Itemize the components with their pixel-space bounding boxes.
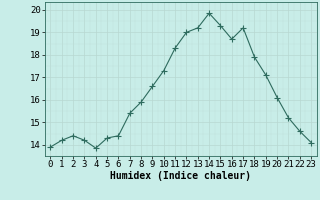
X-axis label: Humidex (Indice chaleur): Humidex (Indice chaleur): [110, 171, 251, 181]
